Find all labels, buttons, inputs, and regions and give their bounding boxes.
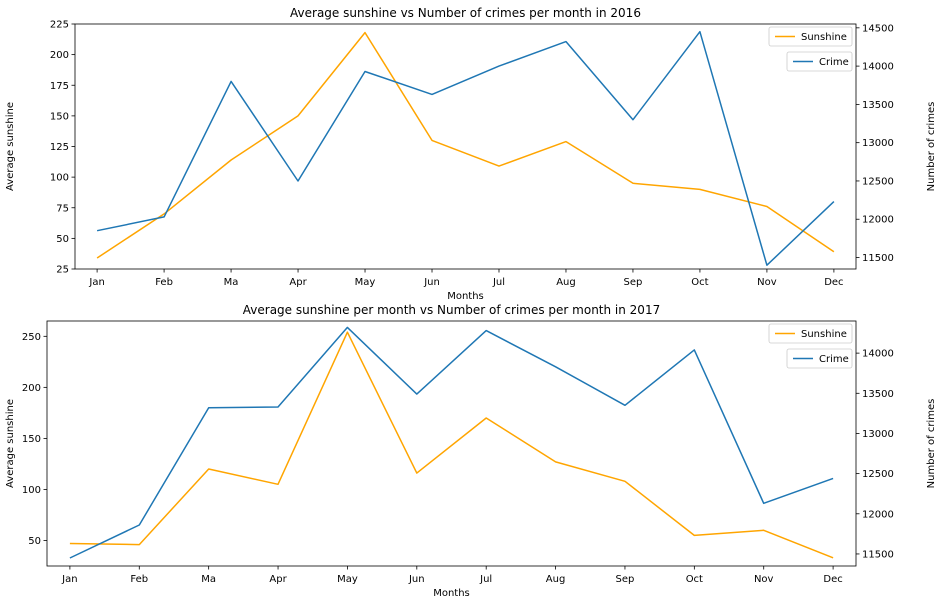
y-tick-label: 175	[50, 81, 69, 92]
legend-label: Sunshine	[801, 329, 847, 340]
plot-frame	[74, 23, 857, 270]
plot-frame	[46, 320, 857, 567]
legend-label: Crime	[819, 354, 849, 365]
legend-box	[786, 51, 853, 72]
y2-tick-label: 14500	[862, 23, 894, 34]
x-tick-label: Nov	[754, 574, 774, 585]
y2-axis-label: Number of crimes	[926, 399, 937, 489]
x-tick-label: Sep	[624, 277, 643, 288]
series-line-sunshine	[69, 331, 834, 559]
x-tick-label: Jun	[408, 574, 425, 585]
series-line-crime	[69, 326, 834, 559]
series-line-crime	[96, 30, 835, 266]
chart-title: Average sunshine vs Number of crimes per…	[290, 6, 641, 20]
y2-tick-label: 13000	[862, 429, 894, 440]
x-tick-label: Feb	[130, 574, 148, 585]
chart-1: Average sunshine vs Number of crimes per…	[5, 6, 937, 302]
y-tick-label: 25	[56, 265, 69, 276]
y-tick-label: 125	[50, 142, 69, 153]
x-tick-label: Aug	[556, 277, 576, 288]
x-tick-label: Apr	[289, 277, 307, 288]
x-tick-label: Apr	[269, 574, 287, 585]
y-tick-label: 100	[50, 173, 69, 184]
y2-tick-label: 14000	[862, 349, 894, 360]
y2-tick-label: 12000	[862, 509, 894, 520]
y2-tick-label: 12000	[862, 215, 894, 226]
y-tick-label: 100	[22, 485, 41, 496]
y-tick-label: 200	[22, 383, 41, 394]
y2-axis-label: Number of crimes	[926, 102, 937, 192]
legend-box	[768, 323, 853, 344]
y2-tick-label: 12500	[862, 176, 894, 187]
x-tick-label: Aug	[546, 574, 566, 585]
legend-label: Sunshine	[801, 32, 847, 43]
y-tick-label: 250	[22, 332, 41, 343]
x-tick-label: Oct	[691, 277, 708, 288]
y-tick-label: 150	[50, 111, 69, 122]
x-tick-label: Dec	[823, 574, 842, 585]
y2-tick-label: 13500	[862, 389, 894, 400]
legend-box	[786, 348, 853, 369]
y-axis-label: Average sunshine	[5, 399, 16, 488]
legend-crime: Crime	[786, 348, 853, 369]
x-tick-label: Jan	[88, 277, 104, 288]
y-tick-label: 50	[56, 234, 69, 245]
legend-label: Crime	[819, 57, 849, 68]
x-tick-label: Feb	[155, 277, 173, 288]
x-axis-label: Months	[433, 588, 470, 599]
y2-tick-label: 13500	[862, 100, 894, 111]
x-tick-label: Jul	[479, 574, 492, 585]
x-tick-label: May	[355, 277, 376, 288]
x-tick-label: May	[337, 574, 358, 585]
x-tick-label: Ma	[224, 277, 239, 288]
y-tick-label: 50	[28, 536, 41, 547]
x-tick-label: Jul	[492, 277, 505, 288]
x-tick-label: Ma	[201, 574, 216, 585]
x-axis-label: Months	[447, 291, 484, 302]
y2-tick-label: 11500	[862, 549, 894, 560]
y-tick-label: 200	[50, 50, 69, 61]
y2-tick-label: 12500	[862, 469, 894, 480]
legend-sunshine: Sunshine	[768, 26, 853, 47]
x-tick-label: Jun	[423, 277, 440, 288]
y2-tick-label: 14000	[862, 62, 894, 73]
y2-tick-label: 13000	[862, 138, 894, 149]
chart-2: Average sunshine per month vs Number of …	[5, 303, 937, 599]
y2-tick-label: 11500	[862, 253, 894, 264]
chart-title: Average sunshine per month vs Number of …	[243, 303, 660, 317]
y-tick-label: 225	[50, 20, 69, 31]
series-line-sunshine	[96, 31, 835, 259]
legend-sunshine: Sunshine	[768, 323, 853, 344]
y-tick-label: 150	[22, 434, 41, 445]
x-tick-label: Sep	[616, 574, 635, 585]
y-axis-label: Average sunshine	[5, 102, 16, 191]
legend-box	[768, 26, 853, 47]
x-tick-label: Oct	[686, 574, 703, 585]
x-tick-label: Dec	[824, 277, 843, 288]
x-tick-label: Jan	[61, 574, 77, 585]
x-tick-label: Nov	[757, 277, 777, 288]
legend-crime: Crime	[786, 51, 853, 72]
y-tick-label: 75	[56, 203, 69, 214]
